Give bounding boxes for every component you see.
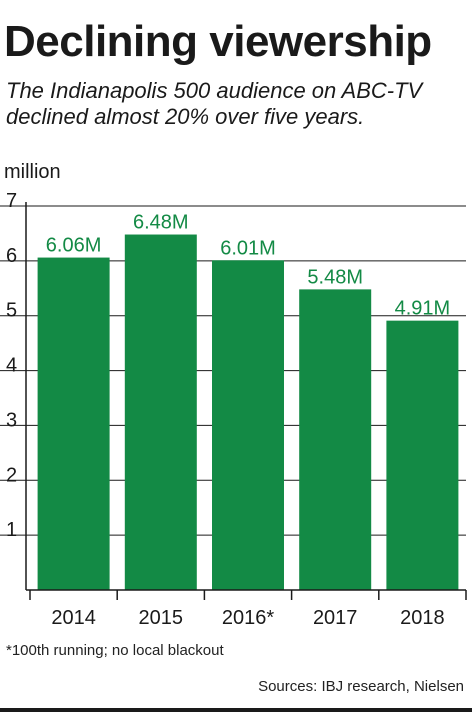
x-tick-label: 2017 [313, 607, 358, 629]
bar-value-label: 6.01M [220, 237, 276, 259]
bar-chart: million 1 2 3 4 5 6 7 6.06M 2014 6.48M 2015 6.01M 20… [0, 161, 467, 629]
y-tick-label: 2 [6, 464, 17, 486]
bars [37, 234, 459, 591]
x-tick-label: 2016* [222, 607, 274, 629]
bar [386, 320, 459, 590]
y-tick-label: 1 [6, 519, 17, 541]
x-tick-label: 2018 [400, 607, 445, 629]
labels: 1 2 3 4 5 6 7 6.06M 2014 6.48M 2015 6.01M 2016* 5.48M… [6, 190, 450, 629]
bar-value-label: 4.91M [395, 298, 451, 320]
y-tick-label: 4 [6, 355, 17, 377]
y-axis-unit-label: million [4, 161, 61, 183]
bar [299, 289, 372, 590]
y-tick-label: 3 [6, 409, 17, 431]
chart-subtitle: The Indianapolis 500 audience on ABC-TV … [6, 78, 423, 129]
bar [124, 234, 197, 591]
axes [25, 202, 467, 600]
bar [37, 257, 110, 590]
sources-credit: Sources: IBJ research, Nielsen [258, 678, 464, 695]
bar-value-label: 5.48M [307, 266, 363, 288]
y-tick-label: 7 [6, 190, 17, 212]
x-tick-label: 2014 [51, 607, 96, 629]
bar [212, 260, 284, 590]
y-tick-label: 6 [6, 245, 17, 267]
y-tick-label: 5 [6, 300, 17, 322]
chart-title: Declining viewership [4, 17, 432, 66]
x-tick-label: 2015 [139, 607, 184, 629]
footnote: *100th running; no local blackout [6, 642, 224, 659]
bar-value-label: 6.48M [133, 212, 189, 234]
bottom-rule [0, 708, 472, 712]
bar-value-label: 6.06M [46, 235, 102, 257]
